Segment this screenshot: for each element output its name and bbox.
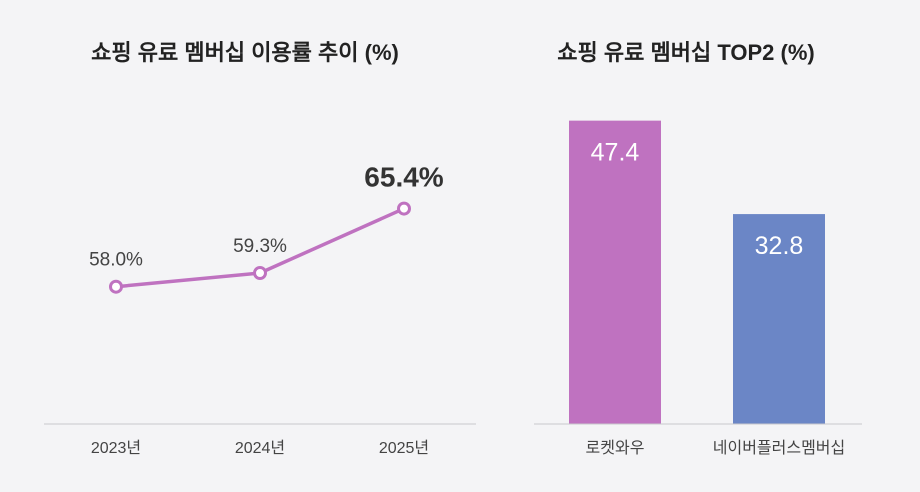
line-data-label: 65.4% [364,162,443,193]
line-x-tick-label: 2025년 [379,439,429,457]
bar-data-label: 47.4 [591,139,640,167]
bar-x-tick-label: 로켓와우 [586,439,645,457]
bar-x-tick-label: 네이버플러스멤버십 [713,439,845,457]
line-chart-title: 쇼핑 유료 멤버십 이용률 추이 (%) [91,40,399,65]
line-data-label: 58.0% [89,250,143,271]
bar [569,120,661,424]
bar-chart-title: 쇼핑 유료 멤버십 TOP2 (%) [557,40,814,65]
bar-chart: 쇼핑 유료 멤버십 TOP2 (%) 47.4 32.8 로켓와우 네이버플러스멤버… [534,40,862,457]
bar [733,214,825,424]
line-data-label: 59.3% [233,236,287,257]
line-x-tick-label: 2023년 [91,439,141,457]
bar-data-label: 32.8 [755,232,804,260]
line-point [109,279,123,294]
line-chart: 쇼핑 유료 멤버십 이용률 추이 (%) 58.0% 59.3% 65.4% 202… [44,40,476,457]
line-point [397,201,411,216]
line-x-tick-label: 2024년 [235,439,285,457]
line-point [253,265,267,280]
